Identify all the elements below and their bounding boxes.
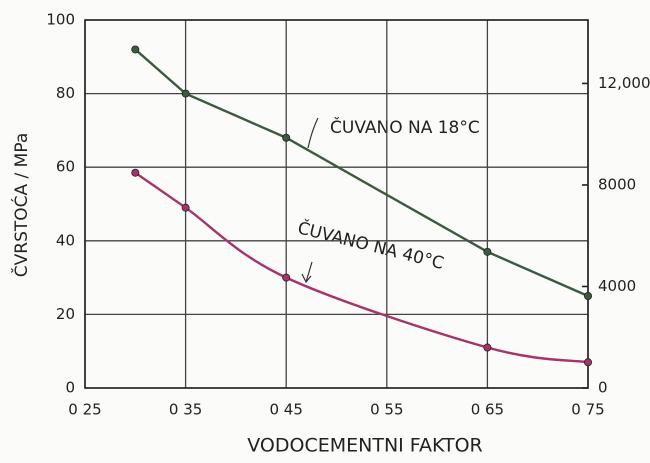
- series-line: [134, 48, 589, 298]
- y-axis-label: ČVRSTOĆA / MPa: [10, 133, 32, 277]
- y-tick-label: 20: [56, 305, 75, 323]
- y-tick-label: 80: [56, 84, 75, 102]
- data-point: [181, 89, 190, 98]
- x-tick-label: 0 55: [370, 401, 403, 419]
- y2-tick-label: 8000: [598, 175, 636, 193]
- y-tick-label: 60: [56, 158, 75, 176]
- series-annotation: ČUVANO NA 18°C: [330, 116, 480, 138]
- data-point: [131, 168, 140, 177]
- data-point: [584, 291, 593, 300]
- leader-arrow: [301, 261, 313, 284]
- data-point: [483, 247, 492, 256]
- data-point: [131, 45, 140, 54]
- data-point: [584, 358, 593, 367]
- y-tick-label: 40: [56, 231, 75, 249]
- y2-tick-label: 0: [598, 379, 608, 397]
- data-point: [282, 273, 291, 282]
- data-point: [483, 343, 492, 352]
- y2-tick-label: 12,000: [598, 74, 650, 92]
- leader-arrow: [307, 117, 319, 149]
- x-tick-label: 0 35: [169, 401, 202, 419]
- plot-frame: [84, 19, 589, 389]
- series-annotation: ČUVANO NA 40°C: [296, 216, 447, 274]
- y-tick-label: 100: [46, 11, 75, 29]
- x-tick-label: 0 65: [471, 401, 504, 419]
- y2-tick-label: 4000: [598, 277, 636, 295]
- x-tick-label: 0 45: [269, 401, 302, 419]
- data-point: [181, 203, 190, 212]
- data-point: [282, 133, 291, 142]
- y-tick-label: 0: [65, 379, 75, 397]
- x-axis-label: VODOCEMENTNI FAKTOR: [247, 435, 482, 457]
- x-tick-label: 0 75: [571, 401, 604, 419]
- x-tick-label: 0 25: [68, 401, 101, 419]
